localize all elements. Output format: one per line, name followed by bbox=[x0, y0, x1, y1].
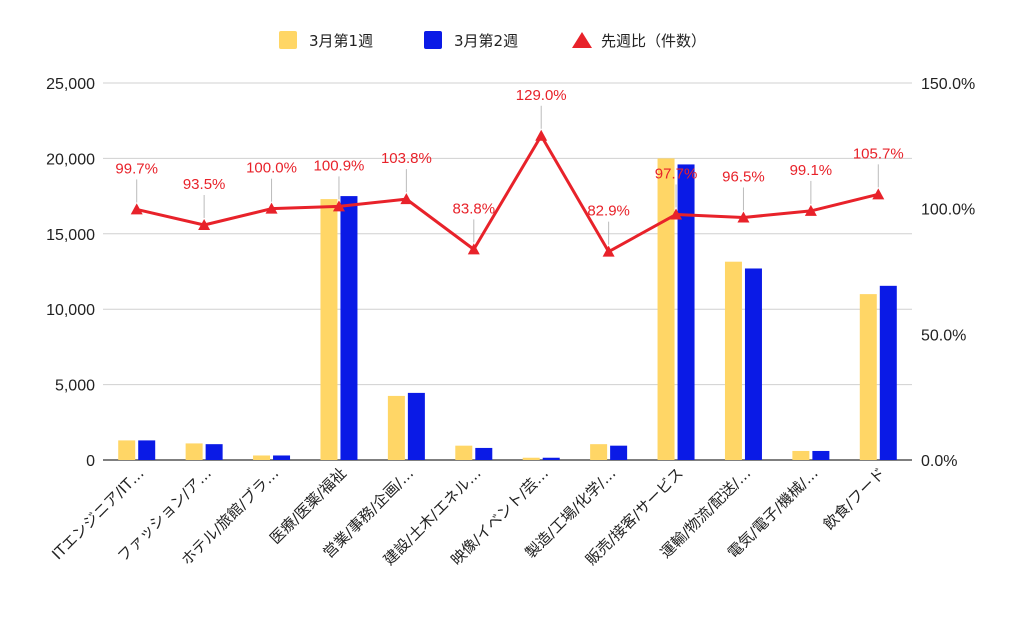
ratio-data-label: 83.8% bbox=[453, 200, 496, 217]
left-tick-label: 20,000 bbox=[46, 151, 95, 168]
legend-label-week2: 3月第2週 bbox=[454, 32, 518, 50]
ratio-point-marker bbox=[872, 188, 885, 200]
ratio-data-label: 129.0% bbox=[516, 87, 567, 104]
ratio-data-label: 103.8% bbox=[381, 150, 432, 167]
bar-week1 bbox=[522, 457, 540, 460]
bar-week1 bbox=[253, 455, 271, 460]
ratio-point-marker bbox=[265, 202, 278, 214]
bar-week2 bbox=[340, 196, 358, 460]
bar-week1 bbox=[118, 440, 136, 460]
ratio-point-marker bbox=[670, 208, 683, 220]
ratio-data-label: 100.0% bbox=[246, 160, 297, 177]
bar-week1 bbox=[792, 450, 810, 460]
bar-week1 bbox=[657, 158, 675, 460]
left-tick-label: 15,000 bbox=[46, 227, 95, 244]
ratio-point-marker bbox=[602, 245, 615, 257]
gridlines bbox=[103, 82, 912, 461]
bar-week2 bbox=[475, 447, 493, 460]
legend: 3月第1週 3月第2週 先週比（件数） bbox=[279, 31, 706, 50]
bar-week2 bbox=[407, 392, 425, 460]
bar-week1 bbox=[455, 445, 473, 460]
right-axis-ticks: 0.0% 50.0% 100.0% 150.0% bbox=[921, 76, 975, 470]
ratio-point-marker bbox=[535, 129, 548, 141]
left-tick-label: 0 bbox=[86, 453, 95, 470]
bar-week2 bbox=[610, 445, 628, 460]
bar-week2 bbox=[205, 444, 223, 460]
bar-week1 bbox=[859, 294, 877, 460]
bar-week2 bbox=[273, 455, 291, 460]
bars bbox=[118, 158, 897, 460]
ratio-data-label: 100.9% bbox=[314, 157, 365, 174]
bar-week2 bbox=[744, 268, 762, 460]
ratio-line-path bbox=[136, 134, 879, 254]
ratio-point-marker bbox=[737, 211, 750, 223]
ratio-point-marker bbox=[130, 203, 143, 215]
ratio-data-label: 105.7% bbox=[853, 145, 904, 162]
bar-week2 bbox=[542, 457, 560, 460]
left-tick-label: 5,000 bbox=[55, 378, 95, 395]
ratio-line: 99.7% 93.5% 100.0% 100.9% 103.8% 83.8% 129.0% 8… bbox=[115, 87, 904, 257]
ratio-data-label: 99.7% bbox=[115, 160, 158, 177]
ratio-point-marker bbox=[804, 204, 817, 216]
category-label: 飲食/フード bbox=[820, 464, 889, 533]
legend-swatch-week1 bbox=[279, 31, 297, 49]
ratio-point-marker bbox=[332, 200, 345, 212]
bar-week2 bbox=[138, 440, 156, 460]
legend-marker-ratio bbox=[572, 32, 592, 48]
legend-swatch-week2 bbox=[424, 31, 442, 49]
legend-label-week1: 3月第1週 bbox=[309, 32, 373, 50]
left-tick-label: 10,000 bbox=[46, 302, 95, 319]
bar-week2 bbox=[812, 450, 830, 460]
left-axis-ticks: 0 5,000 10,000 15,000 20,000 25,000 bbox=[46, 76, 95, 470]
right-tick-label: 100.0% bbox=[921, 202, 975, 219]
ratio-data-label: 96.5% bbox=[722, 168, 765, 185]
right-tick-label: 150.0% bbox=[921, 76, 975, 93]
bar-week2 bbox=[677, 164, 695, 460]
bar-week1 bbox=[590, 444, 608, 460]
bar-week2 bbox=[879, 285, 897, 460]
ratio-point-marker bbox=[198, 219, 211, 231]
right-tick-label: 50.0% bbox=[921, 327, 966, 344]
bar-week1 bbox=[185, 443, 203, 460]
legend-label-ratio: 先週比（件数） bbox=[601, 32, 706, 50]
ratio-point-marker bbox=[467, 243, 480, 255]
ratio-data-label: 93.5% bbox=[183, 176, 226, 193]
right-tick-label: 0.0% bbox=[921, 453, 957, 470]
bar-week1 bbox=[320, 199, 338, 460]
ratio-data-label: 99.1% bbox=[790, 162, 833, 179]
bar-week1 bbox=[387, 395, 405, 460]
left-tick-label: 25,000 bbox=[46, 76, 95, 93]
ratio-data-label: 97.7% bbox=[655, 165, 698, 182]
ratio-point-marker bbox=[400, 193, 413, 205]
bar-week1 bbox=[724, 261, 742, 460]
ratio-data-label: 82.9% bbox=[587, 203, 630, 220]
category-labels: ITエンジニア/IT…ファッション/ア…ホテル/旅館/ブラ…医療/医薬/福祉営業… bbox=[48, 464, 889, 569]
